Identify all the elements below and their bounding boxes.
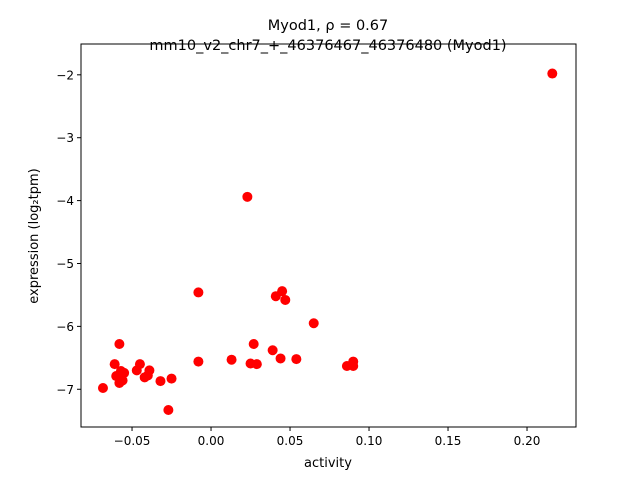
y-axis-label: expression (log₂tpm) (27, 168, 42, 303)
data-point (242, 191, 253, 202)
data-point (193, 356, 204, 367)
data-point (277, 286, 288, 297)
x-tick-label: 0.15 (435, 434, 462, 448)
data-point (134, 359, 145, 370)
y-tick-label: −7 (56, 383, 74, 397)
data-point (109, 359, 120, 370)
data-point (119, 367, 130, 378)
x-tick-label: 0.05 (277, 434, 304, 448)
x-axis-ticks: −0.05 0.00 0.05 0.10 0.15 0.20 (114, 427, 541, 448)
y-tick-label: −6 (56, 320, 74, 334)
y-tick-label: −2 (56, 68, 74, 82)
data-point (308, 318, 319, 329)
data-point (142, 370, 153, 381)
data-point (193, 287, 204, 298)
data-point (275, 353, 286, 364)
y-tick-label: −5 (56, 257, 74, 271)
chart-title-line2: mm10_v2_chr7_+_46376467_46376480 (Myod1) (149, 38, 506, 54)
data-point (280, 294, 291, 305)
x-tick-label: 0.20 (514, 434, 541, 448)
data-point (97, 383, 108, 394)
data-point (166, 373, 177, 384)
chart-title-line1: Myod1, ρ = 0.67 (268, 18, 388, 34)
data-point (348, 356, 359, 367)
x-tick-label: 0.10 (356, 434, 383, 448)
data-points (97, 68, 558, 416)
y-tick-label: −4 (56, 194, 74, 208)
x-tick-label: −0.05 (114, 434, 151, 448)
plot-area-frame (80, 43, 577, 428)
x-tick-label: 0.00 (198, 434, 225, 448)
x-axis-label: activity (304, 456, 352, 471)
data-point (226, 354, 237, 365)
data-point (114, 338, 125, 349)
y-axis-ticks: −7 −6 −5 −4 −3 −2 (56, 68, 81, 397)
y-tick-label: −3 (56, 131, 74, 145)
data-point (547, 68, 558, 79)
data-point (248, 338, 259, 349)
data-point (251, 359, 262, 370)
data-point (114, 377, 125, 388)
data-point (155, 376, 166, 387)
data-point (163, 405, 174, 416)
data-point (267, 345, 278, 356)
data-point (291, 354, 302, 365)
